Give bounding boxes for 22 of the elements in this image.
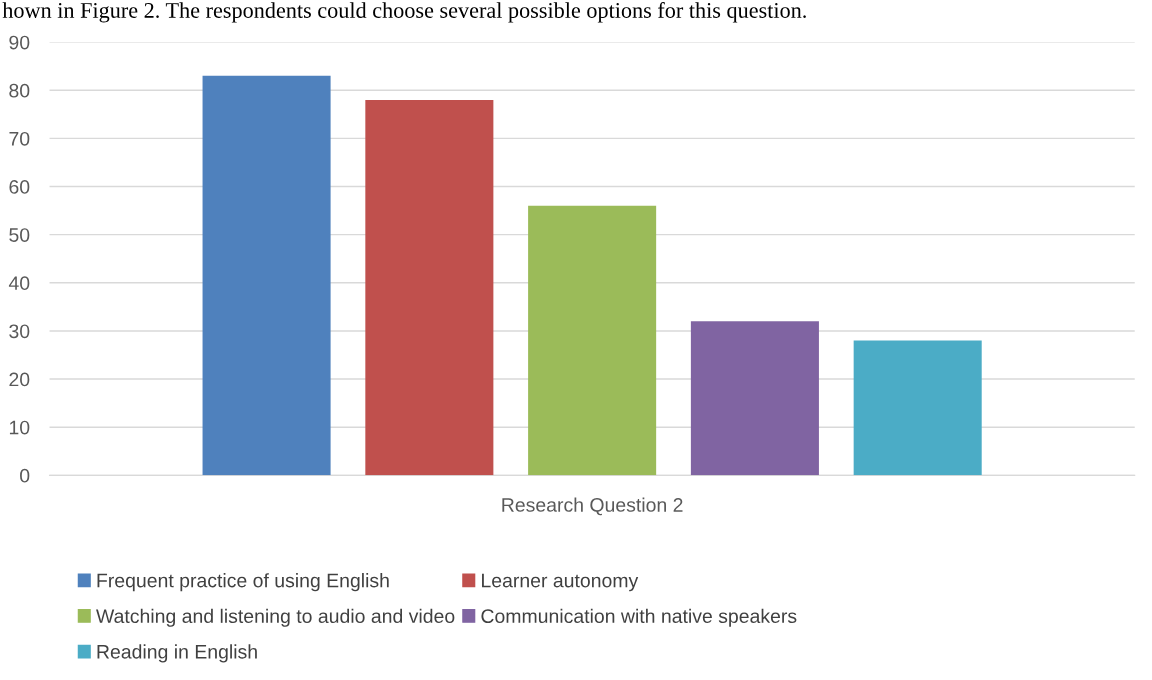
legend-label: Reading in English	[97, 644, 257, 663]
bar	[365, 99, 494, 476]
bar	[690, 321, 819, 476]
x-tick-label: Research Question 2	[502, 497, 683, 516]
bar	[528, 205, 657, 476]
text: hown in Figure 2. The respondents could choose several possible options for this question.	[2, 2, 806, 23]
y-tick-label: 90	[9, 35, 30, 50]
legend-label: Watching and listening to audio and video	[96, 608, 455, 627]
y-tick-label: 0	[20, 468, 30, 483]
y-tick-label: 80	[9, 83, 30, 98]
legend-label: Learner autonomy	[482, 573, 639, 592]
bar	[202, 75, 331, 476]
y-tick-label: 40	[8, 276, 30, 291]
bar	[853, 340, 982, 476]
y-tick-label: 10	[9, 420, 30, 435]
y-tick-label: 70	[9, 131, 30, 146]
y-tick-label: 30	[9, 324, 30, 339]
y-tick-label: 50	[9, 228, 30, 242]
y-tick-label: 20	[9, 372, 30, 387]
legend-label: Frequent practice of using English	[97, 573, 389, 592]
y-tick-label: 60	[9, 180, 30, 194]
legend-label: Communication with native speakers	[481, 608, 797, 627]
